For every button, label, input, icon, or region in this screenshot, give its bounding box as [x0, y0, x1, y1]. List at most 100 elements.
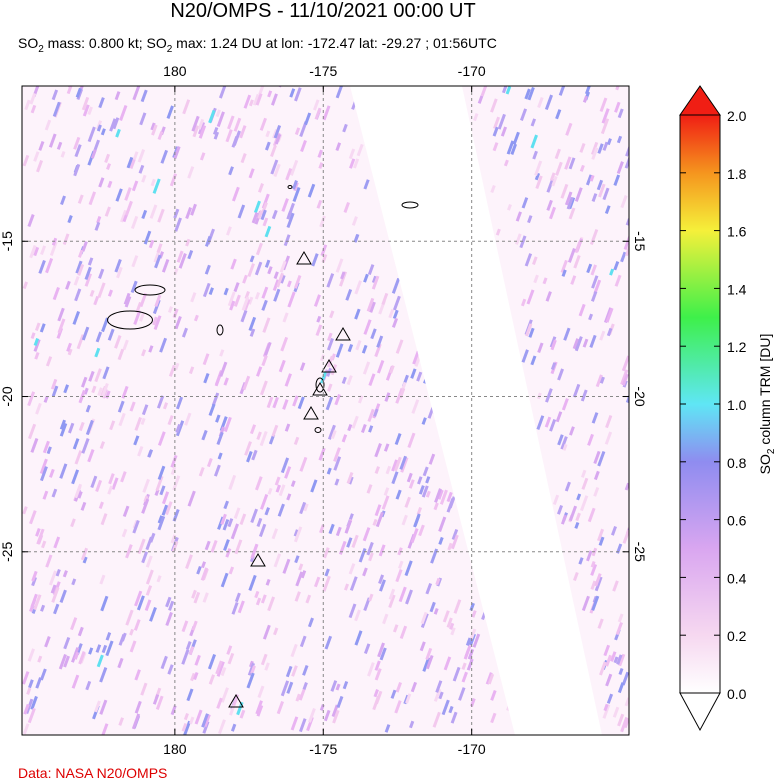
- swath-pixel: [335, 683, 341, 691]
- swath-pixel: [363, 597, 371, 611]
- swath-pixel: [370, 328, 377, 340]
- swath-pixel: [363, 273, 369, 283]
- swath-pixel: [567, 247, 576, 263]
- swath-pixel: [593, 486, 600, 497]
- swath-pixel: [104, 153, 111, 163]
- swath-pixel: [374, 343, 382, 358]
- swath-pixel: [433, 502, 439, 511]
- swath-pixel: [96, 216, 102, 224]
- swath-pixel: [372, 518, 378, 526]
- swath-pixel: [618, 653, 626, 667]
- swath-pixel: [280, 680, 290, 697]
- swath-pixel: [35, 528, 41, 537]
- swath-pixel: [579, 143, 586, 153]
- swath-pixel: [530, 355, 537, 366]
- swath-pixel: [441, 699, 450, 716]
- swath-pixel: [605, 307, 614, 323]
- swath-pixel: [120, 209, 128, 223]
- swath-pixel: [225, 129, 233, 143]
- swath-pixel: [609, 268, 615, 276]
- swath-pixel: [129, 628, 135, 636]
- colorbar-tick-label: 0.0: [727, 686, 747, 702]
- swath-pixel: [279, 260, 287, 273]
- swath-pixel: [94, 700, 101, 713]
- swath-pixel: [267, 596, 276, 612]
- swath-pixel: [574, 522, 580, 529]
- swath-pixel: [492, 142, 499, 152]
- swath-pixel: [294, 87, 302, 102]
- swath-pixel: [219, 361, 228, 377]
- swath-pixel: [602, 141, 609, 151]
- text-part: column TRM [DU]: [757, 334, 773, 449]
- swath-pixel: [44, 636, 51, 648]
- swath-pixel: [326, 467, 332, 475]
- swath-pixel: [176, 250, 184, 263]
- island: [216, 324, 224, 336]
- swath-pixel: [145, 555, 153, 568]
- swath-pixel: [72, 438, 80, 450]
- swath-pixel: [72, 311, 81, 325]
- island: [401, 201, 419, 209]
- swath-pixel: [244, 441, 252, 456]
- swath-pixel: [280, 336, 289, 352]
- swath-pixel: [293, 529, 299, 537]
- swath-pixel: [174, 316, 182, 330]
- swath-pixel: [74, 450, 83, 465]
- swath-pixel: [555, 411, 563, 423]
- swath-pixel: [260, 653, 268, 666]
- swath-pixel: [320, 354, 326, 362]
- swath-pixel: [334, 478, 340, 486]
- swath-pixel: [139, 292, 148, 308]
- swath-pixel: [366, 484, 373, 494]
- swath-pixel: [591, 193, 598, 202]
- swath-pixel: [413, 513, 421, 528]
- swath-pixel: [295, 571, 304, 587]
- swath-pixel: [282, 558, 291, 574]
- swath-pixel: [438, 691, 444, 700]
- swath-pixel: [311, 253, 319, 267]
- swath-pixel: [57, 307, 65, 322]
- swath-pixel: [81, 326, 90, 341]
- swath-pixel: [261, 355, 268, 367]
- swath-pixel: [260, 494, 269, 510]
- swath-pixel: [87, 126, 96, 143]
- swath-pixel: [34, 351, 40, 360]
- swath-pixel: [395, 489, 402, 500]
- swath-pixel: [591, 595, 600, 611]
- swath-pixel: [362, 361, 371, 375]
- swath-pixel: [416, 506, 423, 515]
- swath-pixel: [208, 403, 216, 417]
- swath-pixel: [198, 125, 207, 139]
- swath-pixel: [595, 374, 603, 388]
- swath-pixel: [578, 303, 586, 317]
- swath-pixel: [510, 143, 518, 155]
- swath-pixel: [243, 94, 252, 109]
- swath-pixel: [134, 700, 142, 714]
- swath-pixel: [150, 122, 156, 131]
- swath-pixel: [624, 154, 629, 169]
- swath-pixel: [290, 480, 296, 487]
- swath-pixel: [545, 388, 553, 403]
- swath-pixel: [264, 507, 270, 516]
- swath-pixel: [363, 179, 370, 190]
- map-frame: [21, 85, 630, 736]
- swath-pixel: [29, 244, 37, 259]
- swath-pixel: [336, 695, 344, 709]
- swath-pixel: [98, 268, 105, 279]
- swath-pixel: [160, 149, 169, 164]
- swath-pixel: [620, 369, 629, 385]
- swath-pixel: [469, 602, 475, 611]
- swath-pixel: [354, 630, 363, 646]
- swath-pixel: [43, 396, 49, 403]
- swath-pixel: [242, 274, 248, 284]
- swath-pixel: [100, 128, 106, 136]
- swath-pixel: [594, 573, 602, 587]
- swath-pixel: [319, 215, 326, 228]
- swath-pixel: [133, 310, 142, 325]
- swath-pixel: [281, 198, 289, 212]
- swath-pixel: [77, 249, 84, 258]
- swath-pixel: [572, 338, 580, 350]
- swath-pixel: [55, 568, 61, 577]
- swath-pixel: [293, 526, 303, 543]
- swath-pixel: [605, 654, 612, 667]
